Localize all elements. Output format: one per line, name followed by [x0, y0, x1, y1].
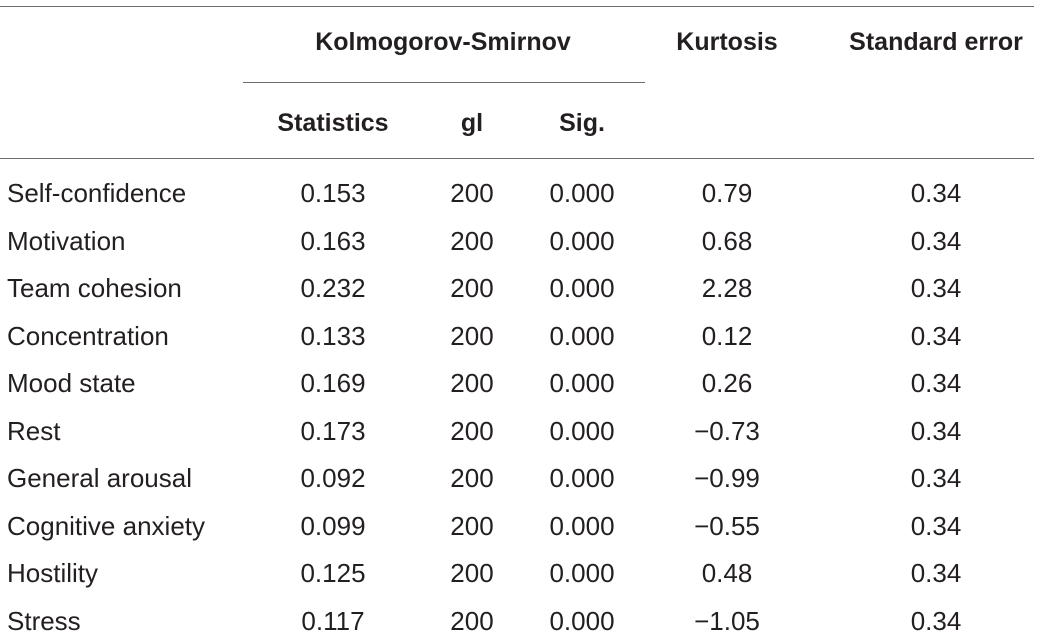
header-gl: gl: [460, 109, 484, 137]
cell-sig: 0.000: [549, 320, 615, 351]
cell-gl: 200: [450, 510, 494, 541]
cell-gl: 200: [450, 320, 494, 351]
cell-sig: 0.000: [549, 415, 615, 446]
cell-gl: 200: [450, 273, 494, 303]
cell-sig: 0.000: [549, 368, 615, 398]
cell-std-error: 0.34: [910, 320, 962, 351]
header-kurtosis: Kurtosis: [676, 28, 778, 56]
cell-gl: 200: [450, 178, 494, 208]
cell-sig: 0.000: [549, 225, 615, 256]
header-standard-error: Standard error: [849, 28, 1023, 56]
cell-statistics: 0.117: [301, 605, 365, 636]
header-kolmogorov-smirnov: Kolmogorov-Smirnov: [315, 28, 571, 56]
cell-kurtosis: 0.12: [701, 320, 753, 351]
cell-sig: 0.000: [549, 463, 615, 493]
cell-statistics: 0.173: [300, 415, 366, 446]
cell-std-error: 0.34: [910, 510, 962, 541]
cell-gl: 200: [450, 415, 494, 446]
header-statistics: Statistics: [277, 109, 389, 137]
cell-sig: 0.000: [549, 605, 615, 636]
cell-sig: 0.000: [549, 558, 615, 588]
cell-kurtosis: 0.79: [701, 178, 753, 208]
cell-std-error: 0.34: [910, 273, 962, 303]
cell-std-error: 0.34: [910, 558, 962, 588]
cell-statistics: 0.232: [300, 273, 366, 303]
cell-statistics: 0.163: [300, 225, 366, 256]
group-header-rule: [243, 82, 645, 83]
cell-kurtosis: 0.48: [701, 558, 753, 588]
cell-kurtosis: −0.73: [694, 415, 760, 446]
cell-sig: 0.000: [549, 510, 615, 541]
cell-statistics: 0.099: [300, 510, 366, 541]
cell-statistics: 0.125: [300, 558, 366, 588]
cell-kurtosis: −0.55: [694, 510, 760, 541]
cell-sig: 0.000: [549, 273, 615, 303]
cell-kurtosis: −0.99: [694, 463, 760, 493]
cell-kurtosis: −1.05: [694, 605, 760, 636]
row-label: General arousal: [7, 463, 192, 493]
cell-std-error: 0.34: [910, 463, 962, 493]
row-label: Mood state: [7, 368, 136, 398]
cell-kurtosis: 0.68: [701, 225, 753, 256]
row-label: Motivation: [7, 225, 126, 256]
cell-statistics: 0.169: [300, 368, 366, 398]
cell-std-error: 0.34: [910, 415, 962, 446]
row-label: Self-confidence: [7, 178, 187, 208]
cell-statistics: 0.092: [300, 463, 366, 493]
header-sig: Sig.: [559, 109, 605, 137]
cell-gl: 200: [450, 605, 494, 636]
cell-statistics: 0.153: [300, 178, 366, 208]
row-label: Rest: [7, 415, 61, 446]
cell-sig: 0.000: [549, 178, 615, 208]
row-label: Concentration: [7, 320, 169, 351]
cell-std-error: 0.34: [910, 178, 962, 208]
cell-std-error: 0.34: [910, 368, 962, 398]
header-bottom-rule: [0, 158, 1034, 159]
cell-kurtosis: 2.28: [701, 273, 753, 303]
cell-gl: 200: [450, 225, 494, 256]
row-label: Hostility: [7, 558, 99, 588]
cell-statistics: 0.133: [300, 320, 366, 351]
row-label: Stress: [7, 605, 81, 636]
cell-kurtosis: 0.26: [701, 368, 753, 398]
cell-gl: 200: [450, 558, 494, 588]
cell-std-error: 0.34: [910, 605, 962, 636]
cell-gl: 200: [450, 368, 494, 398]
row-label: Cognitive anxiety: [7, 510, 205, 541]
table-top-rule: [0, 6, 1034, 7]
cell-gl: 200: [450, 463, 494, 493]
cell-std-error: 0.34: [910, 225, 962, 256]
row-label: Team cohesion: [7, 273, 182, 303]
